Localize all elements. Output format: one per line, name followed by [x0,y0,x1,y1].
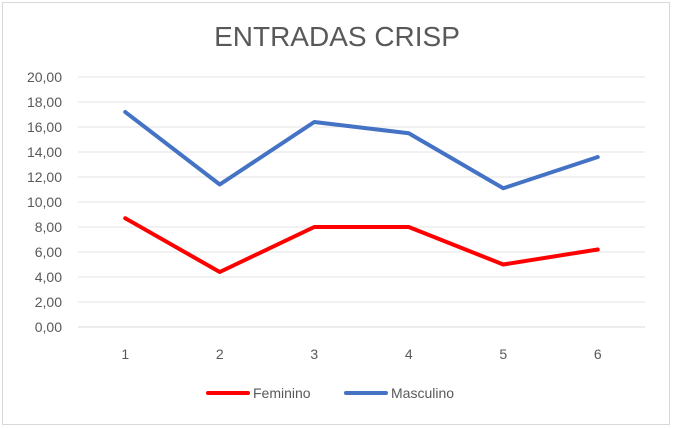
series-lines [123,110,600,274]
chart-frame [2,2,670,425]
y-tick-label: 4,00 [35,269,62,285]
legend-label: Feminino [253,385,311,401]
series-line-masculino [123,110,600,191]
y-tick-label: 18,00 [27,94,62,110]
y-tick-label: 8,00 [35,219,62,235]
x-tick-label: 6 [594,346,602,362]
legend-label: Masculino [391,385,454,401]
x-axis-ticks: 1 2 3 4 5 6 [121,346,602,362]
gridlines [78,76,645,328]
x-tick-label: 2 [216,346,224,362]
series-line-feminino [123,216,600,274]
y-tick-label: 16,00 [27,119,62,135]
x-tick-label: 1 [121,346,129,362]
x-tick-label: 3 [310,346,318,362]
y-tick-label: 10,00 [27,194,62,210]
x-tick-label: 5 [499,346,507,362]
y-tick-label: 2,00 [35,294,62,310]
y-tick-label: 0,00 [35,319,62,335]
chart-title: ENTRADAS CRISP [214,21,460,52]
x-tick-label: 4 [405,346,413,362]
y-tick-label: 6,00 [35,244,62,260]
y-tick-label: 14,00 [27,144,62,160]
y-axis-ticks: 0,00 2,00 4,00 6,00 8,00 10,00 12,00 14,00 16,00… [27,69,62,335]
y-tick-label: 12,00 [27,169,62,185]
y-tick-label: 20,00 [27,69,62,85]
legend: Feminino Masculino [206,385,454,401]
